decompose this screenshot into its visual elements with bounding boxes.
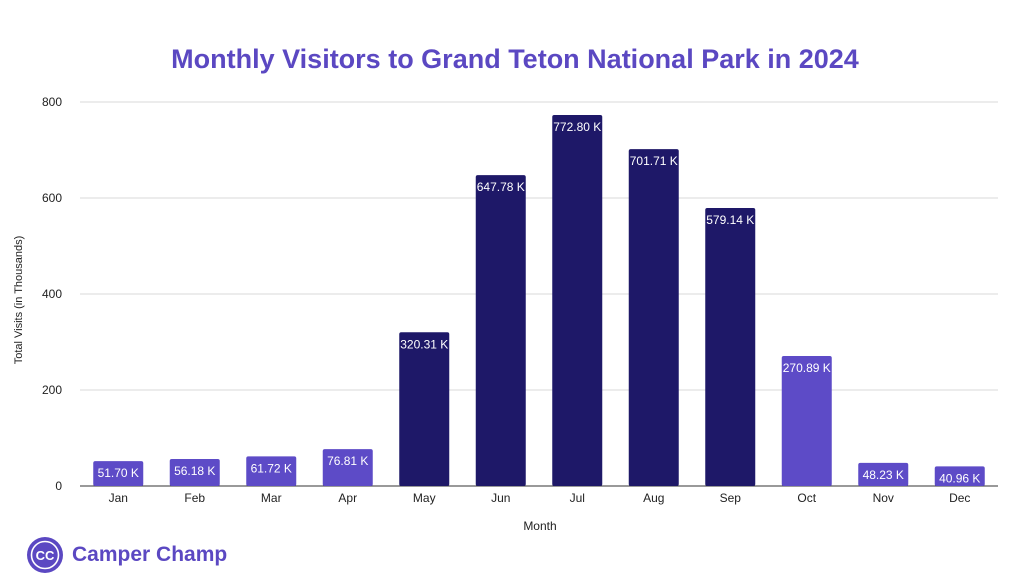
y-tick-label: 600: [42, 191, 62, 205]
bar-jan: [93, 461, 144, 486]
data-label-dec: 40.96 K: [939, 471, 980, 485]
chart-title: Monthly Visitors to Grand Teton National…: [171, 44, 859, 74]
x-tick-label: Jun: [491, 491, 510, 505]
bar-jun: [475, 175, 526, 486]
x-tick-label: Oct: [797, 491, 816, 505]
bar-dec: [934, 466, 985, 486]
bar-oct: [781, 355, 832, 486]
y-axis-ticks: 0 200 400 600 800: [42, 95, 62, 493]
x-tick-label: Jan: [109, 491, 128, 505]
x-tick-label: Sep: [720, 491, 742, 505]
data-label-sep: 579.14 K: [706, 213, 754, 227]
y-tick-label: 200: [42, 383, 62, 397]
x-tick-label: Feb: [184, 491, 205, 505]
bar-nov: [858, 462, 909, 486]
y-axis-title: Total Visits (in Thousands): [13, 236, 25, 365]
x-axis-title: Month: [523, 519, 556, 533]
bar-mar: [246, 456, 297, 486]
x-axis-ticks: Jan Feb Mar Apr May Jun Jul Aug Sep Oct Nov Dec: [109, 491, 971, 505]
data-label-oct: 270.89 K: [783, 361, 831, 375]
bar-apr: [322, 449, 373, 486]
bar-jul: [552, 115, 603, 486]
data-label-nov: 48.23 K: [863, 468, 904, 482]
x-tick-label: May: [413, 491, 436, 505]
bar-feb: [169, 459, 220, 486]
y-tick-label: 800: [42, 95, 62, 109]
data-label-mar: 61.72 K: [251, 461, 292, 475]
y-tick-label: 400: [42, 287, 62, 301]
camper-champ-logo-icon: CC: [27, 537, 63, 573]
data-label-jul: 772.80 K: [553, 120, 601, 134]
x-tick-label: Mar: [261, 491, 282, 505]
x-tick-label: Nov: [873, 491, 894, 505]
x-tick-label: Jul: [570, 491, 585, 505]
bars: 51.70 K 56.18 K 61.72 K 76.81 K 320.31 K 647.…: [93, 115, 985, 486]
y-tick-label: 0: [55, 479, 62, 493]
brand-footer: CC Camper Champ: [26, 536, 227, 574]
data-label-may: 320.31 K: [400, 337, 448, 351]
x-tick-label: Apr: [338, 491, 357, 505]
gridlines: [80, 101, 998, 487]
data-label-aug: 701.71 K: [630, 154, 678, 168]
x-tick-label: Aug: [643, 491, 664, 505]
bar-sep: [705, 208, 756, 486]
data-label-jun: 647.78 K: [477, 180, 525, 194]
x-tick-label: Dec: [949, 491, 970, 505]
bar-may: [399, 332, 450, 486]
bar-aug: [628, 149, 679, 486]
data-label-jan: 51.70 K: [98, 466, 139, 480]
brand-name: Camper Champ: [72, 543, 228, 566]
brand-logo-text: CC: [36, 548, 55, 563]
data-label-apr: 76.81 K: [327, 454, 368, 468]
data-label-feb: 56.18 K: [174, 464, 215, 478]
